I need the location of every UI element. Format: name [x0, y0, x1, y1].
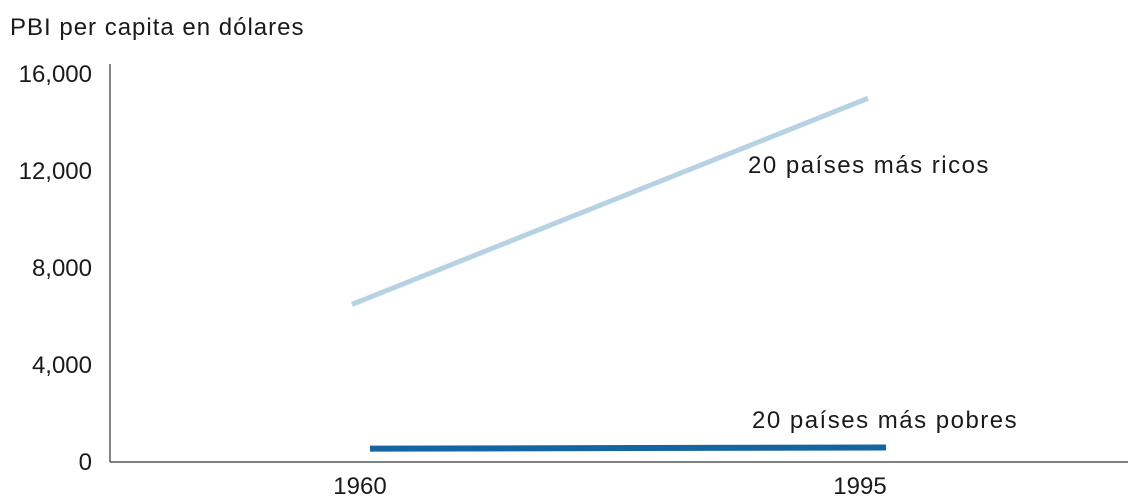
y-axis-title: PBI per capita en dólares — [10, 14, 305, 41]
series-label: 20 países más pobres — [752, 407, 1018, 434]
y-tick-labels: 16,000 12,000 8,000 4,000 0 — [19, 61, 92, 476]
x-tick-label: 1995 — [833, 473, 886, 500]
y-tick-label: 4,000 — [32, 352, 92, 379]
x-tick-label: 1960 — [333, 473, 386, 500]
series-lines — [351, 95, 887, 452]
series-labels: 20 países más ricos 20 países más pobres — [748, 152, 1018, 434]
series-label: 20 países más ricos — [748, 152, 990, 179]
y-tick-label: 12,000 — [19, 158, 92, 185]
series-line — [369, 444, 887, 452]
series-line — [351, 95, 869, 307]
y-tick-label: 0 — [79, 449, 92, 476]
y-tick-label: 16,000 — [19, 61, 92, 88]
y-tick-label: 8,000 — [32, 255, 92, 282]
axes — [109, 64, 1128, 463]
x-tick-labels: 1960 1995 — [333, 473, 886, 500]
